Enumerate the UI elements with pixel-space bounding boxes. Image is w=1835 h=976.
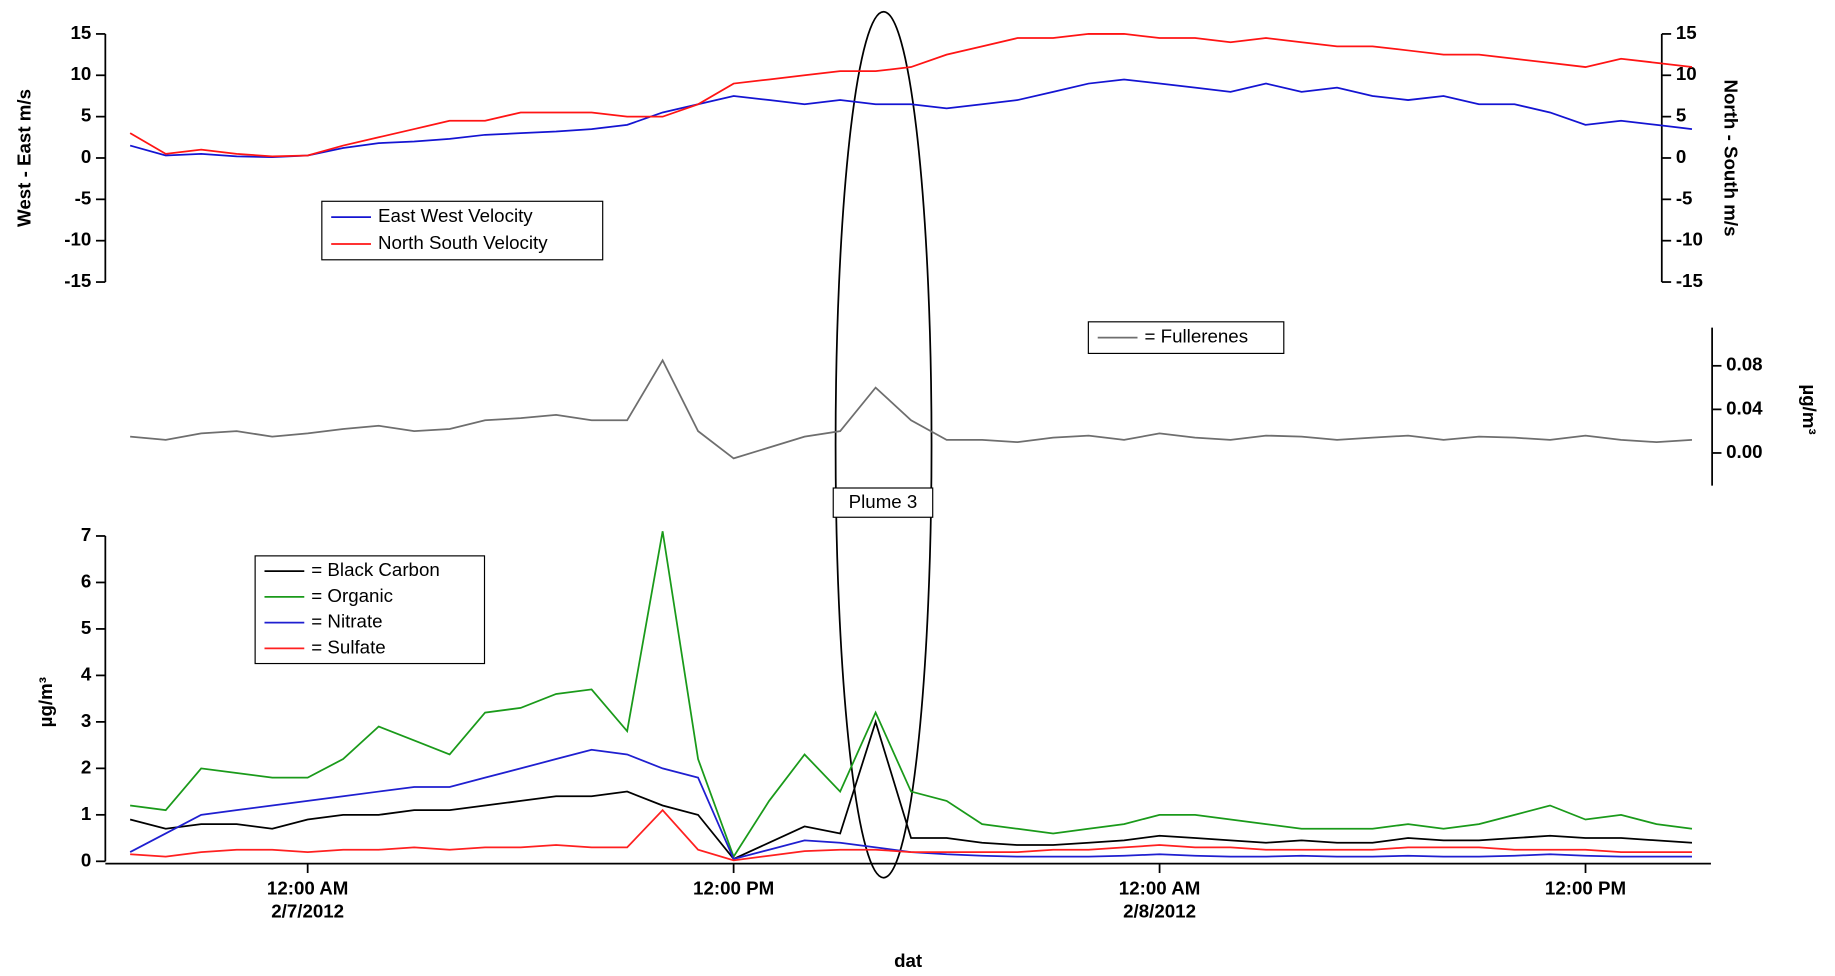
y-tick-label: 15 — [1676, 22, 1697, 43]
legend-label: = Sulfate — [311, 636, 385, 657]
axis-label: µg/m³ — [35, 677, 56, 727]
y-tick-label: 10 — [70, 63, 91, 84]
plume-ellipse — [834, 10, 933, 879]
data-line — [130, 358, 1693, 460]
y-tick-label: -5 — [1676, 187, 1693, 208]
y-tick-label: 0.00 — [1726, 441, 1762, 462]
data-line — [129, 78, 1693, 159]
y-tick-label: 10 — [1676, 63, 1697, 84]
axis-label: West - East m/s — [14, 89, 35, 227]
x-tick-label: 2/7/2012 — [271, 901, 344, 922]
y-tick-label: -5 — [75, 187, 92, 208]
y-tick-label: -15 — [1676, 270, 1703, 291]
y-tick-label: 3 — [81, 710, 91, 731]
x-tick-label: 12:00 AM — [1119, 877, 1201, 898]
axis-label: dat — [894, 950, 922, 971]
data-line — [129, 718, 1693, 861]
legend-box — [254, 555, 486, 665]
y-tick-label: 0 — [81, 146, 91, 167]
data-line — [130, 531, 1693, 859]
annotation-box — [832, 487, 934, 518]
y-tick-label: 7 — [81, 524, 91, 545]
x-tick-label: 12:00 PM — [1545, 877, 1626, 898]
y-tick-label: 15 — [70, 22, 91, 43]
legend-label: = Black Carbon — [311, 559, 440, 580]
legend-label: = Organic — [311, 585, 393, 606]
data-line — [130, 808, 1692, 862]
legend-label: = Fullerenes — [1145, 326, 1249, 347]
y-tick-label: 0.04 — [1726, 397, 1763, 418]
y-tick-label: 0 — [81, 849, 91, 870]
x-tick-label: 12:00 AM — [267, 877, 349, 898]
y-tick-label: -15 — [64, 270, 91, 291]
y-tick-label: 0 — [1676, 146, 1686, 167]
y-tick-label: 5 — [81, 105, 91, 126]
data-line — [129, 33, 1693, 158]
y-tick-label: 5 — [1676, 105, 1686, 126]
y-tick-label: 0.08 — [1726, 354, 1762, 375]
legend-label: = Nitrate — [311, 611, 382, 632]
legend-label: North South Velocity — [378, 232, 548, 253]
y-tick-label: 1 — [81, 803, 91, 824]
y-tick-label: -10 — [64, 229, 91, 250]
y-tick-label: 6 — [81, 570, 91, 591]
legend-label: East West Velocity — [378, 205, 533, 226]
y-tick-label: -10 — [1676, 229, 1703, 250]
annotation: Plume 3 — [849, 491, 918, 512]
axis-label: North - South m/s — [1721, 79, 1742, 236]
y-tick-label: 5 — [81, 617, 91, 638]
y-tick-label: 4 — [81, 663, 92, 684]
x-tick-label: 12:00 PM — [693, 877, 774, 898]
legend-box — [321, 200, 604, 261]
y-tick-label: 2 — [81, 756, 91, 777]
x-tick-label: 2/8/2012 — [1123, 901, 1196, 922]
axis-label: µg/m³ — [1799, 384, 1820, 434]
